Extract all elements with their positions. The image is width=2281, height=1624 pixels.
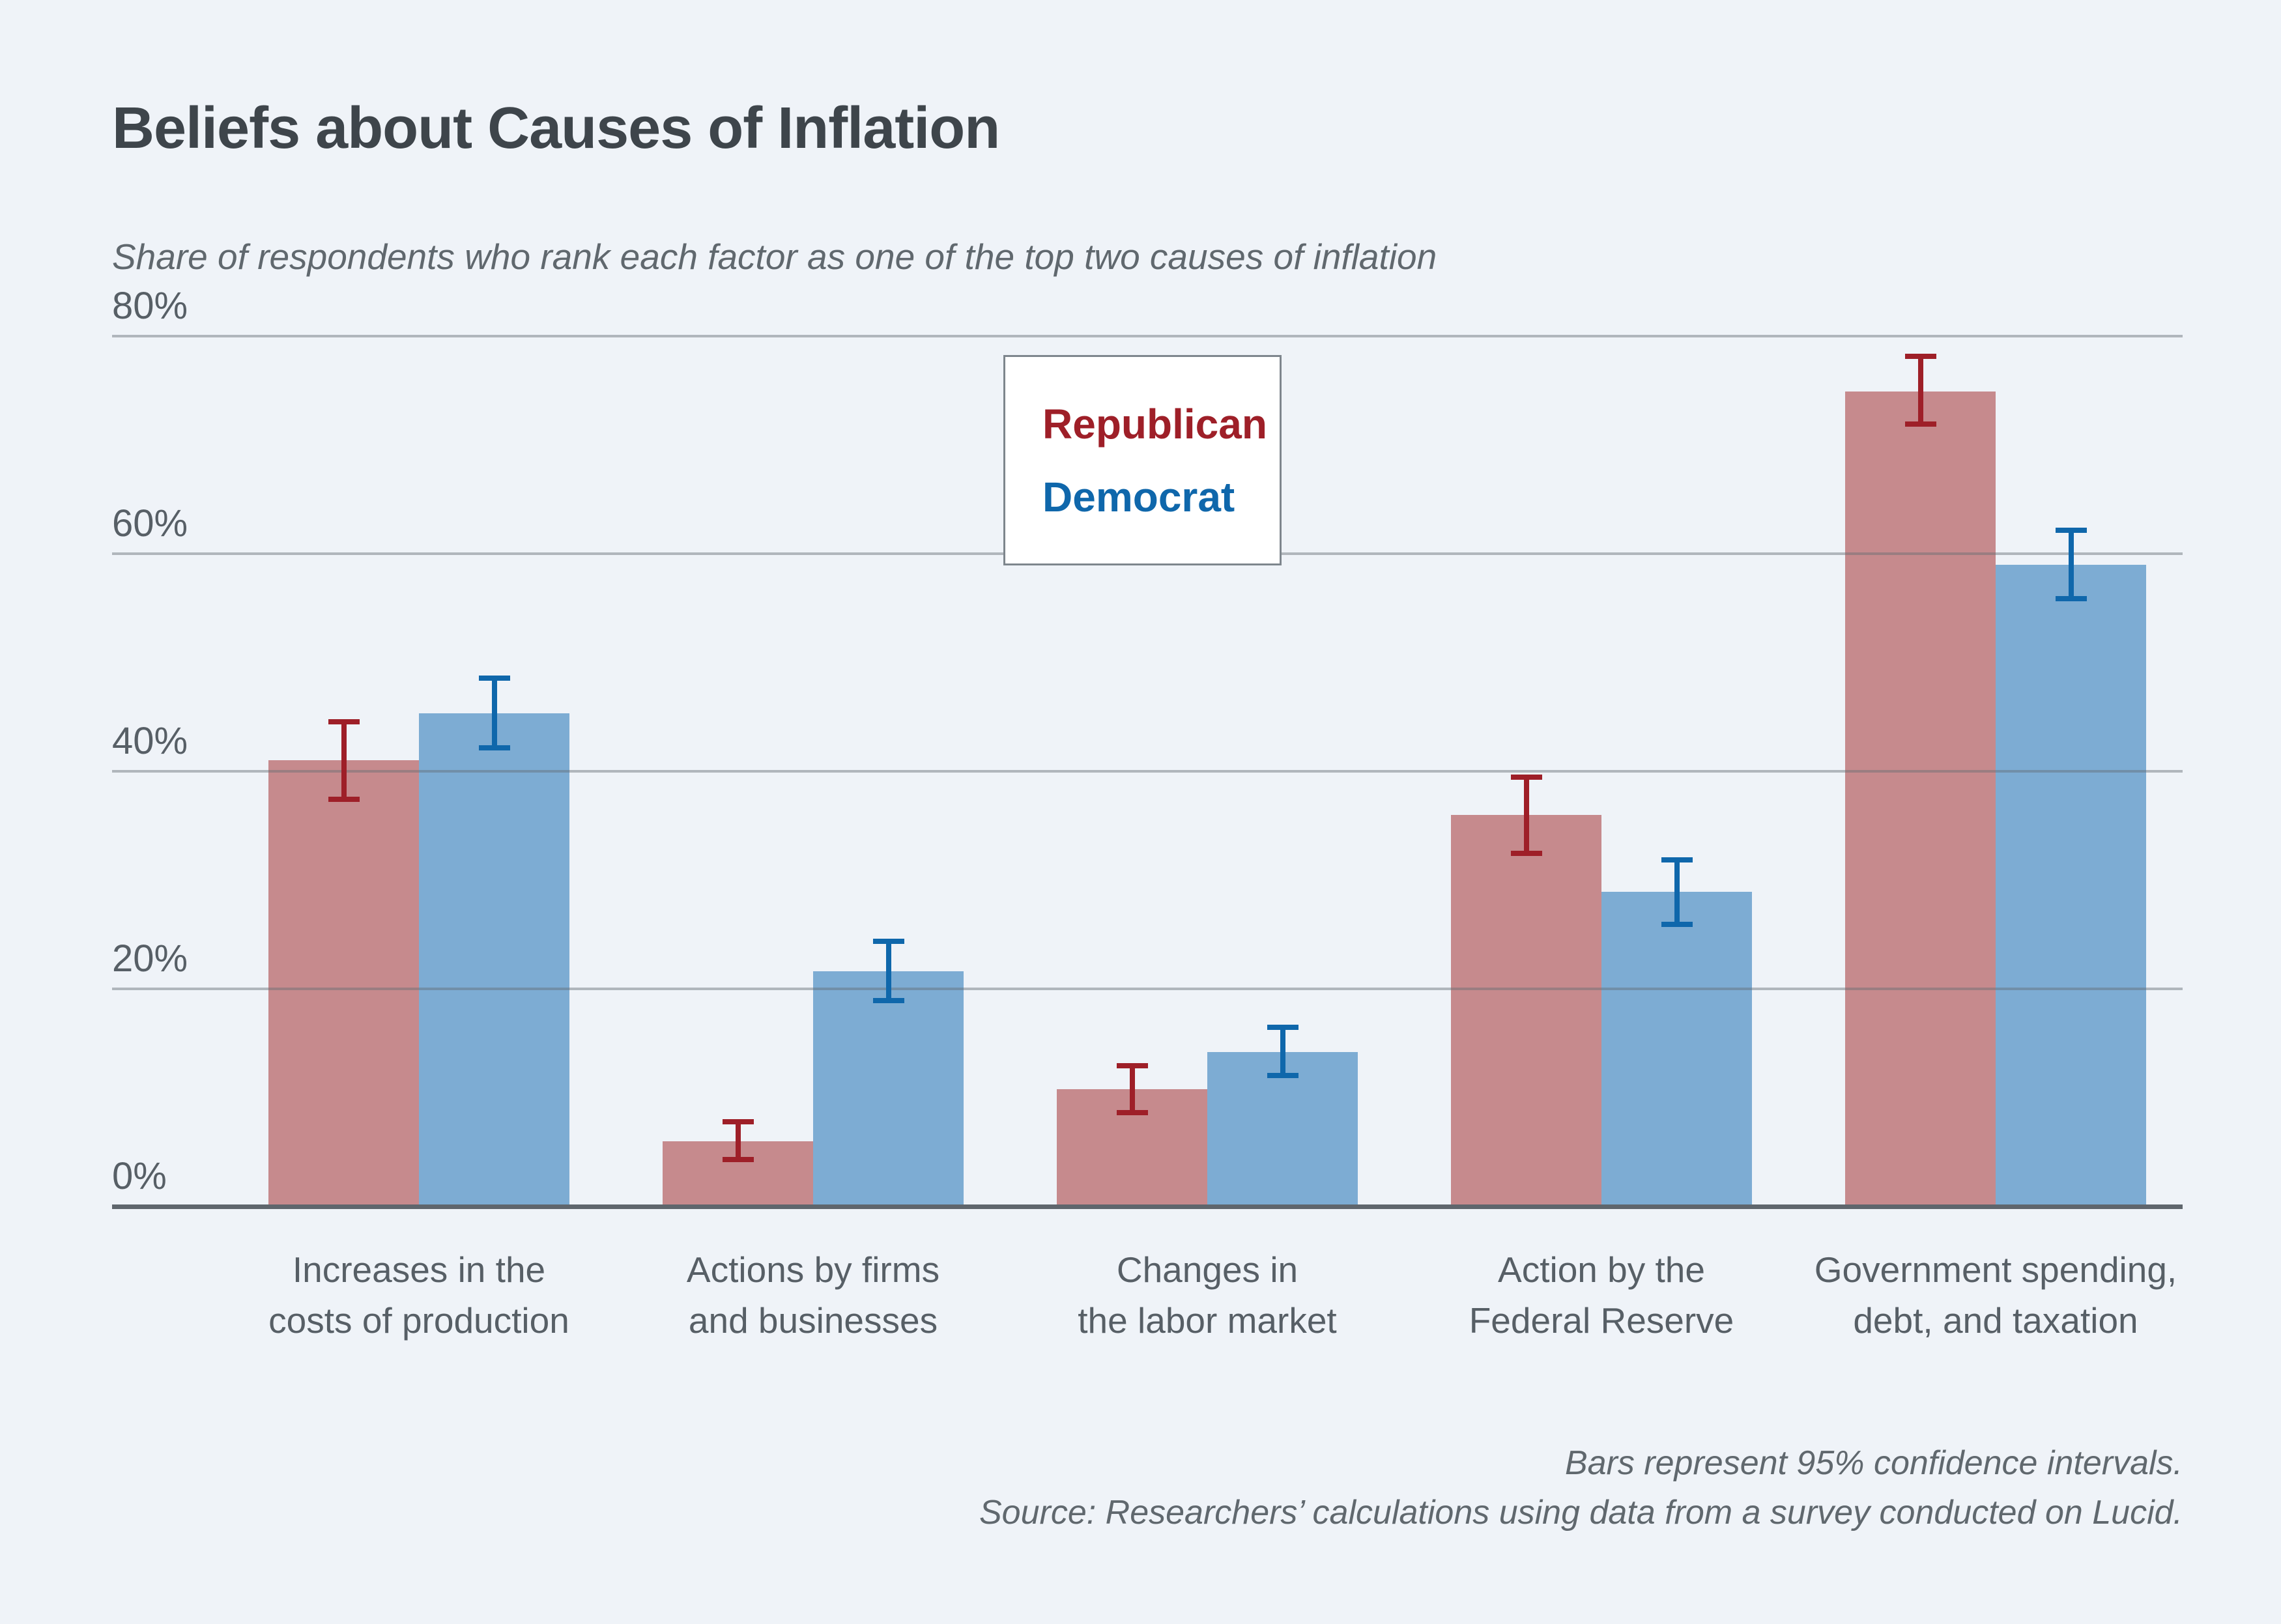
bar-republican-0 [268, 760, 419, 1206]
gridline-40 [112, 770, 2183, 773]
bar-democrat-4 [1996, 564, 2146, 1206]
category-label-0: Increases in the costs of production [158, 1244, 680, 1346]
errorbar-democrat-2 [1267, 1025, 1298, 1078]
category-label-line: costs of production [268, 1300, 569, 1341]
errorbar-democrat-0 [478, 676, 510, 751]
category-label-line: Changes in [1116, 1249, 1298, 1290]
errorbar-stem [2068, 527, 2074, 602]
errorbar-stem [1523, 775, 1529, 857]
gridline-20 [112, 988, 2183, 990]
errorbar-democrat-4 [2055, 527, 2087, 602]
gridline-0 [112, 1204, 2183, 1209]
page-title: Beliefs about Causes of Inflation [112, 96, 1000, 161]
category-label-line: Actions by firms [686, 1249, 940, 1290]
gridline-80 [112, 335, 2183, 337]
category-label-line: debt, and taxation [1853, 1300, 2138, 1341]
errorbar-stem [1280, 1025, 1285, 1078]
errorbar-stem [341, 719, 347, 802]
bar-democrat-3 [1601, 892, 1752, 1206]
category-label-line: the labor market [1078, 1300, 1337, 1341]
category-label-4: Government spending, debt, and taxation [1735, 1244, 2256, 1346]
errorbar-republican-0 [328, 719, 360, 802]
chart-subtitle: Share of respondents who rank each facto… [112, 236, 1437, 277]
y-tick-40: 40% [112, 720, 188, 762]
category-label-3: Action by the Federal Reserve [1341, 1244, 1862, 1346]
errorbar-stem [735, 1119, 741, 1162]
errorbar-republican-1 [722, 1119, 754, 1162]
category-label-line: and businesses [688, 1300, 938, 1341]
category-label-line: Action by the [1498, 1249, 1705, 1290]
errorbar-republican-3 [1510, 775, 1542, 857]
errorbar-stem [491, 676, 497, 751]
legend-item-republican: Republican [1042, 400, 1267, 448]
category-label-line: Federal Reserve [1469, 1300, 1734, 1341]
bar-republican-4 [1845, 392, 1996, 1206]
legend-item-democrat: Democrat [1042, 473, 1235, 520]
footnote-source: Source: Researchers’ calculations using … [979, 1494, 2183, 1531]
bar-democrat-0 [419, 713, 569, 1206]
errorbar-republican-2 [1116, 1062, 1148, 1115]
bar-republican-3 [1451, 814, 1601, 1206]
category-label-line: Government spending, [1814, 1249, 2177, 1290]
category-label-2: Changes in the labor market [947, 1244, 1468, 1346]
y-tick-20: 20% [112, 937, 188, 980]
errorbar-democrat-1 [872, 939, 904, 1003]
category-label-line: Increases in the [292, 1249, 546, 1290]
y-tick-0: 0% [112, 1155, 167, 1197]
errorbar-democrat-3 [1661, 857, 1693, 927]
category-label-1: Actions by firms and businesses [552, 1244, 1074, 1346]
legend: Republican Democrat [1003, 355, 1282, 565]
footnote-confidence-intervals: Bars represent 95% confidence intervals. [1564, 1444, 2183, 1482]
y-tick-80: 80% [112, 285, 188, 327]
y-tick-60: 60% [112, 502, 188, 545]
footnotes: Bars represent 95% confidence intervals.… [979, 1438, 2183, 1537]
errorbar-stem [885, 939, 891, 1003]
bar-democrat-1 [813, 971, 964, 1206]
errorbar-stem [1674, 857, 1680, 927]
errorbar-stem [1129, 1062, 1135, 1115]
errorbar-stem [1917, 353, 1923, 427]
errorbar-republican-4 [1904, 353, 1936, 427]
